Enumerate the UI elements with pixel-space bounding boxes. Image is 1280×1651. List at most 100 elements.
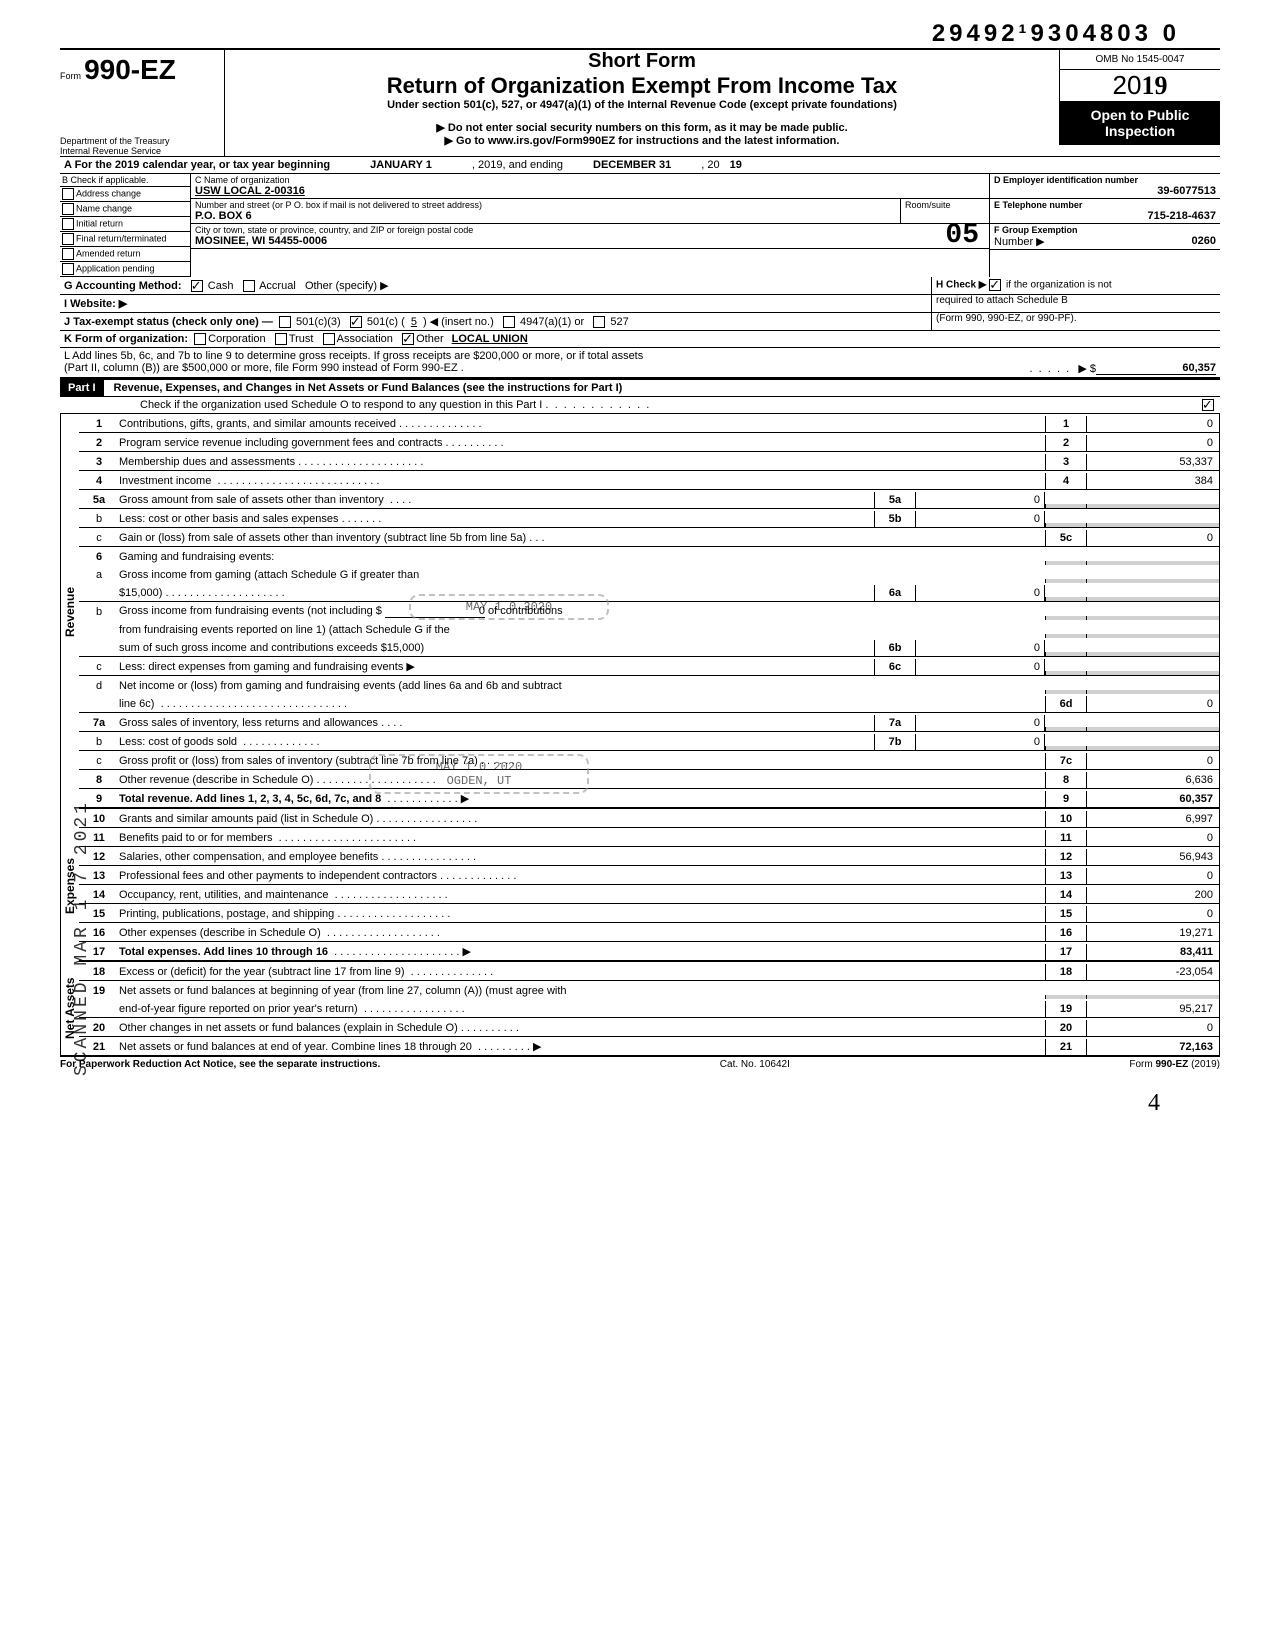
line-6c-value: 0	[916, 659, 1045, 675]
page-footer: For Paperwork Reduction Act Notice, see …	[60, 1057, 1220, 1070]
line-20-value: 0	[1086, 1020, 1219, 1036]
line-1-value: 0	[1086, 416, 1219, 432]
part1-header: Part I Revenue, Expenses, and Changes in…	[60, 378, 1220, 397]
form-number: 990-EZ	[84, 54, 176, 85]
street-value: P.O. BOX 6	[195, 210, 896, 222]
check-initial-return[interactable]	[62, 218, 74, 230]
check-4947[interactable]	[503, 316, 515, 328]
line-6d-value: 0	[1086, 696, 1219, 712]
line-5b-value: 0	[916, 511, 1045, 527]
org-info-block: B Check if applicable. Address change Na…	[60, 174, 1220, 277]
line-18-desc: Excess or (deficit) for the year (subtra…	[119, 966, 405, 978]
check-501c[interactable]	[350, 316, 362, 328]
line-1-desc: Contributions, gifts, grants, and simila…	[119, 418, 396, 430]
line-20-desc: Other changes in net assets or fund bala…	[119, 1022, 458, 1034]
line-7a-desc: Gross sales of inventory, less returns a…	[119, 717, 378, 729]
open-public-1: Open to Public	[1062, 107, 1218, 123]
line-7c-value: 0	[1086, 753, 1219, 769]
line-14-value: 200	[1086, 887, 1219, 903]
check-corporation[interactable]	[194, 333, 206, 345]
ogden-stamp: MAY 1 0 2020 OGDEN, UT	[369, 754, 589, 794]
gross-receipts-value: 60,357	[1096, 362, 1216, 375]
f-label: F Group Exemption	[994, 225, 1078, 235]
line-a-mid: , 2019, and ending	[472, 159, 563, 171]
i-label: I Website: ▶	[64, 298, 127, 310]
line-6c-desc: Less: direct expenses from gaming and fu…	[119, 661, 403, 673]
expenses-label: Expenses	[60, 809, 79, 962]
line-2-desc: Program service revenue including govern…	[119, 437, 442, 449]
c-label: C Name of organization	[195, 175, 985, 185]
line-19-value: 95,217	[1086, 1001, 1219, 1017]
d-label: D Employer identification number	[994, 175, 1216, 185]
tax-year: 20201919	[1060, 70, 1220, 101]
street-label: Number and street (or P O. box if mail i…	[195, 200, 896, 210]
line-12-desc: Salaries, other compensation, and employ…	[119, 851, 378, 863]
check-application-pending[interactable]	[62, 263, 74, 275]
line-a: A For the 2019 calendar year, or tax yea…	[60, 157, 1220, 174]
ein-value: 39-6077513	[994, 185, 1216, 197]
line-5c-desc: Gain or (loss) from sale of assets other…	[119, 532, 526, 544]
check-accrual[interactable]	[243, 280, 255, 292]
line-11-value: 0	[1086, 830, 1219, 846]
line-11-desc: Benefits paid to or for members	[119, 832, 272, 844]
check-address-change[interactable]	[62, 188, 74, 200]
h-block: H Check ▶ if the organization is not	[931, 277, 1220, 294]
form-prefix: Form	[60, 71, 81, 81]
line-3-value: 53,337	[1086, 454, 1219, 470]
check-trust[interactable]	[275, 333, 287, 345]
line-k: K Form of organization: Corporation Trus…	[60, 331, 1220, 348]
check-h-sched-b[interactable]	[989, 279, 1001, 291]
line-4-desc: Investment income	[119, 475, 211, 487]
expenses-section: Expenses 10Grants and similar amounts pa…	[60, 809, 1220, 962]
line-15-desc: Printing, publications, postage, and shi…	[119, 908, 334, 920]
f-number-label: Number ▶	[994, 235, 1045, 248]
org-name: USW LOCAL 2-00316	[195, 185, 985, 197]
j-label: J Tax-exempt status (check only one) —	[64, 316, 273, 328]
period-begin: JANUARY 1	[330, 159, 472, 171]
omb-number: OMB No 1545-0047	[1060, 50, 1220, 70]
k-label: K Form of organization:	[64, 333, 188, 345]
footer-paperwork: For Paperwork Reduction Act Notice, see …	[60, 1059, 380, 1070]
phone-value: 715-218-4637	[994, 210, 1216, 222]
part1-label: Part I	[60, 380, 104, 396]
line-6b-value: 0	[916, 640, 1045, 656]
b-label: B Check if applicable.	[60, 174, 190, 186]
line-7b-value: 0	[916, 734, 1045, 750]
check-name-change[interactable]	[62, 203, 74, 215]
main-title: Return of Organization Exempt From Incom…	[235, 73, 1049, 99]
form-header: Form 990-EZ Department of the Treasury I…	[60, 48, 1220, 157]
line-18-value: -23,054	[1086, 964, 1219, 980]
city-value: MOSINEE, WI 54455-0006	[195, 235, 985, 247]
line-17-value: 83,411	[1086, 944, 1219, 960]
period-year: 19	[720, 159, 742, 171]
line-21-value: 72,163	[1086, 1039, 1219, 1055]
line-a-yr-suffix: , 20	[701, 159, 719, 171]
revenue-section: Revenue MAY 1 0 2020 MAY 1 0 2020 OGDEN,…	[60, 414, 1220, 809]
line-13-desc: Professional fees and other payments to …	[119, 870, 437, 882]
notice-url: ▶ Go to www.irs.gov/Form990EZ for instru…	[235, 134, 1049, 147]
footer-catalog: Cat. No. 10642I	[720, 1059, 790, 1070]
check-527[interactable]	[593, 316, 605, 328]
page-identifier: 29492¹9304803 0	[60, 20, 1220, 48]
line-14-desc: Occupancy, rent, utilities, and maintena…	[119, 889, 329, 901]
check-other-org[interactable]	[402, 333, 414, 345]
part1-check-line: Check if the organization used Schedule …	[140, 399, 542, 411]
check-amended-return[interactable]	[62, 248, 74, 260]
check-cash[interactable]	[191, 280, 203, 292]
notice-ssn: ▶ Do not enter social security numbers o…	[235, 121, 1049, 134]
dept-treasury: Department of the Treasury	[60, 136, 220, 146]
period-end: DECEMBER 31	[563, 159, 701, 171]
check-schedule-o[interactable]	[1202, 399, 1214, 411]
line-7a-value: 0	[916, 715, 1045, 731]
g-label: G Accounting Method:	[64, 280, 182, 292]
line-12-value: 56,943	[1086, 849, 1219, 865]
revenue-label: Revenue	[60, 414, 79, 809]
line-5b-desc: Less: cost or other basis and sales expe…	[119, 513, 339, 525]
check-final-return[interactable]	[62, 233, 74, 245]
check-501c3[interactable]	[279, 316, 291, 328]
check-association[interactable]	[323, 333, 335, 345]
line-9-value: 60,357	[1086, 791, 1219, 807]
code-05: 05	[945, 220, 979, 251]
line-2-value: 0	[1086, 435, 1219, 451]
received-stamp: MAY 1 0 2020	[409, 594, 609, 620]
